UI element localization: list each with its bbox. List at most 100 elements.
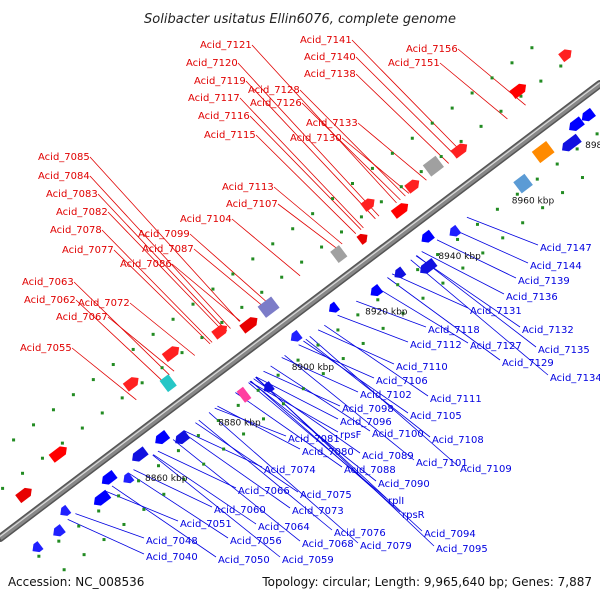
gene-label-acid-7050: Acid_7050	[218, 555, 270, 566]
gene-label-acid-7126: Acid_7126	[250, 98, 302, 109]
tick-mark	[111, 363, 115, 367]
gene-label-acid-7147: Acid_7147	[540, 243, 592, 254]
feature-block	[159, 374, 177, 393]
tick-mark	[379, 200, 383, 204]
tick-mark	[196, 434, 200, 438]
forward-gene-arrow	[122, 377, 139, 392]
tick-mark	[142, 507, 146, 511]
tick-mark	[162, 492, 166, 496]
leader-line	[153, 454, 257, 525]
gene-label-acid-7072: Acid_7072	[78, 298, 130, 309]
gene-label-acid-7048: Acid_7048	[146, 536, 198, 547]
tick-mark	[216, 418, 220, 422]
gene-label-acid-7100: Acid_7100	[372, 429, 424, 440]
leader-line	[263, 370, 341, 407]
leader-line	[193, 248, 262, 306]
accession-text: Accession: NC_008536	[8, 575, 144, 589]
leader-line	[355, 73, 449, 164]
gene-label-acid-7156: Acid_7156	[406, 44, 458, 55]
gene-label-acid-7144: Acid_7144	[530, 261, 582, 272]
gene-label-acid-7132: Acid_7132	[522, 325, 574, 336]
forward-gene-arrow	[509, 83, 527, 99]
leader-line	[208, 412, 359, 544]
tick-mark	[561, 191, 565, 195]
tick-mark	[280, 275, 284, 279]
leader-line	[357, 122, 427, 181]
gene-label-acid-7081: Acid_7081	[288, 434, 340, 445]
tick-mark	[350, 181, 354, 185]
leader-line	[421, 251, 505, 295]
leader-line	[301, 102, 401, 201]
tick-mark	[356, 313, 360, 317]
tick-mark	[535, 177, 539, 181]
reverse-gene-arrow	[155, 430, 171, 445]
gene-label-acid-7083: Acid_7083	[46, 189, 98, 200]
scale-label-8920-kbp: 8920 kbp	[365, 307, 408, 317]
tick-mark	[459, 139, 463, 143]
gene-label-acid-7063: Acid_7063	[22, 277, 74, 288]
tick-mark	[51, 408, 55, 412]
feature-block	[513, 173, 533, 194]
leader-line	[337, 314, 409, 343]
tick-mark	[12, 438, 16, 442]
leader-line	[128, 472, 229, 539]
tick-mark	[461, 266, 465, 270]
gene-label-acid-7102: Acid_7102	[360, 390, 412, 401]
leader-line	[451, 228, 529, 264]
reverse-gene-arrow	[53, 524, 66, 537]
gene-label-acid-7051: Acid_7051	[180, 519, 232, 530]
tick-mark	[140, 381, 144, 385]
tick-mark	[21, 471, 25, 475]
gene-label-acid-7098: Acid_7098	[342, 404, 394, 415]
leader-line	[171, 263, 241, 322]
gene-label-acid-7079: Acid_7079	[360, 541, 412, 552]
leader-line	[298, 344, 375, 379]
tick-mark	[499, 109, 503, 113]
gene-label-acid-7101: Acid_7101	[416, 458, 468, 469]
gene-label-acid-7141: Acid_7141	[300, 35, 352, 46]
leader-line	[324, 324, 429, 397]
scale-label-8980-kbp: 8980 kbp	[585, 141, 600, 151]
gene-label-acid-7117: Acid_7117	[188, 93, 240, 104]
tick-mark	[222, 447, 226, 451]
forward-gene-arrow	[390, 203, 409, 219]
tick-mark	[416, 268, 420, 272]
tick-mark	[401, 311, 405, 315]
leader-line	[189, 233, 267, 302]
gene-label-rpli: rplI	[388, 496, 404, 507]
leader-line	[214, 407, 287, 437]
gene-label-acid-7082: Acid_7082	[56, 207, 108, 218]
scale-label-8880-kbp: 8880 kbp	[218, 419, 261, 429]
scale-label-8860-kbp: 8860 kbp	[145, 474, 188, 484]
gene-label-acid-7055: Acid_7055	[20, 343, 72, 354]
reverse-gene-arrow	[93, 489, 112, 506]
tick-mark	[82, 553, 86, 557]
gene-label-acid-7109: Acid_7109	[460, 464, 512, 475]
leader-line	[309, 335, 459, 467]
leader-line	[97, 193, 228, 332]
reverse-gene-arrow	[329, 301, 340, 313]
tick-mark	[131, 347, 135, 351]
tick-mark	[479, 124, 483, 128]
feature-block	[422, 155, 444, 177]
tick-mark	[160, 366, 164, 370]
leader-line	[89, 175, 231, 329]
forward-gene-arrow	[356, 233, 368, 245]
leader-line	[255, 376, 435, 547]
tick-mark	[40, 456, 44, 460]
leader-line	[113, 249, 211, 345]
gene-label-acid-7151: Acid_7151	[388, 58, 440, 69]
forward-gene-arrow	[15, 487, 32, 504]
gene-label-acid-7066: Acid_7066	[238, 486, 290, 497]
gene-label-acid-7099: Acid_7099	[138, 229, 190, 240]
tick-mark	[71, 393, 75, 397]
gene-label-acid-7139: Acid_7139	[518, 276, 570, 287]
tick-mark	[1, 486, 5, 490]
reverse-gene-arrow	[394, 266, 407, 279]
leader-line	[351, 39, 463, 154]
gene-label-acid-7104: Acid_7104	[180, 214, 232, 225]
tick-mark	[200, 336, 204, 340]
gene-label-acid-7088: Acid_7088	[344, 465, 396, 476]
tick-mark	[439, 155, 443, 159]
